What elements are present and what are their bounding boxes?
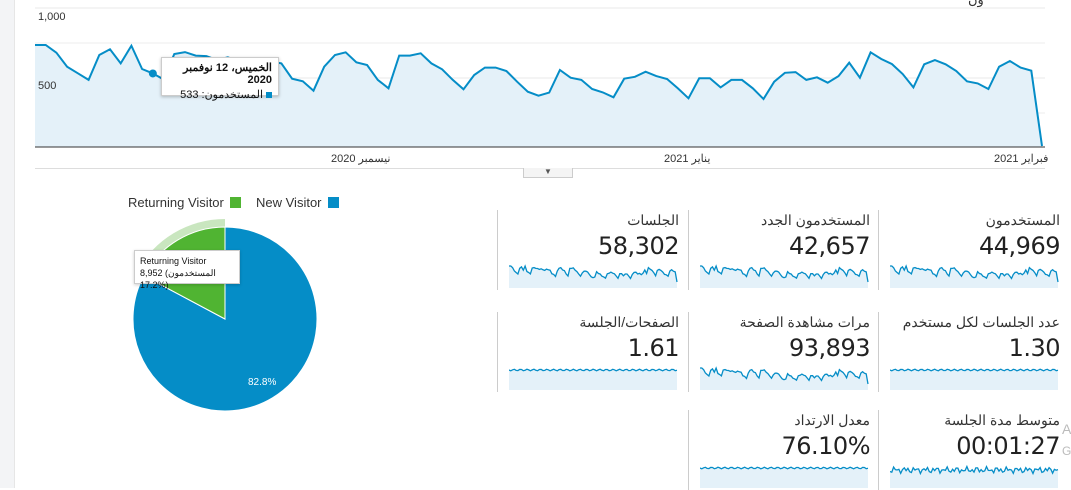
metric-value: 58,302 <box>598 232 679 260</box>
pie-tooltip: Returning Visitor 8,952 (المستخدمون 17.2… <box>134 250 240 290</box>
metric-value: 00:01:27 <box>956 432 1060 460</box>
x-tick-label: نيسمبر 2020 <box>331 153 391 165</box>
metric-title: معدل الارتداد <box>794 412 870 428</box>
left-sidebar-strip <box>0 0 15 488</box>
edge-letter: G <box>1062 444 1071 458</box>
metric-title: المستخدمون <box>985 212 1060 228</box>
metric-card-bounce-rate[interactable]: معدل الارتداد 76.10% <box>688 410 870 490</box>
metric-value: 93,893 <box>789 334 870 362</box>
metric-title: متوسط مدة الجلسة <box>944 412 1060 428</box>
y-tick-label: 500 <box>38 80 57 92</box>
tooltip-label: المستخدمون: <box>201 89 263 101</box>
y-tick-label: 1,000 <box>38 11 66 23</box>
metric-card-sessions[interactable]: الجلسات 58,302 <box>497 210 679 290</box>
x-tick-label: فبراير 2021 <box>994 153 1049 165</box>
series-line <box>35 43 1043 147</box>
tooltip-value: 533 <box>180 89 199 101</box>
cutoff-label: ون <box>968 0 984 8</box>
series-color-swatch <box>266 92 272 98</box>
metric-title: مرات مشاهدة الصفحة <box>739 314 870 330</box>
collapse-chart-button[interactable]: ▼ <box>523 168 573 178</box>
chevron-down-icon: ▼ <box>544 167 552 176</box>
sparkline <box>890 264 1059 288</box>
edge-letter: A <box>1062 421 1071 437</box>
metric-card-new-users[interactable]: المستخدمون الجدد 42,657 <box>688 210 870 290</box>
sparkline <box>700 264 869 288</box>
metric-title: المستخدمون الجدد <box>760 212 870 228</box>
metric-card-pages-per-session[interactable]: الصفحات/الجلسة 1.61 <box>497 312 680 392</box>
chart-tooltip: الخميس، 12 نوفمبر 2020 المستخدمون: 533 <box>161 57 279 101</box>
metric-title: عدد الجلسات لكل مستخدم <box>902 314 1060 330</box>
sparkline <box>509 264 678 288</box>
data-point[interactable] <box>148 69 157 78</box>
legend-swatch <box>327 197 339 208</box>
metric-value: 42,657 <box>789 232 870 260</box>
metric-value: 1.61 <box>627 334 680 362</box>
metric-title: الجلسات <box>627 212 679 228</box>
visitor-pie-chart[interactable]: 82.8% <box>120 210 340 420</box>
metric-card-avg-session-duration[interactable]: متوسط مدة الجلسة 00:01:27 <box>878 410 1060 490</box>
legend-label: New Visitor <box>256 195 322 210</box>
sparkline <box>890 368 1059 390</box>
slice-label: 82.8% <box>248 377 276 388</box>
metric-card-users[interactable]: المستخدمون 44,969 <box>878 210 1060 290</box>
sparkline <box>700 466 869 488</box>
metric-value: 44,969 <box>979 232 1060 260</box>
metric-title: الصفحات/الجلسة <box>579 314 679 330</box>
pie-tooltip-value: 8,952 (المستخدمون 17.2%) <box>140 268 216 290</box>
legend-label: Returning Visitor <box>128 195 224 210</box>
sparkline <box>509 368 678 390</box>
metric-card-sessions-per-user[interactable]: عدد الجلسات لكل مستخدم 1.30 <box>878 312 1061 392</box>
legend-item-returning[interactable]: Returning Visitor <box>128 195 241 210</box>
sparkline <box>890 464 1059 488</box>
pie-tooltip-title: Returning Visitor <box>140 256 207 266</box>
sparkline <box>700 366 869 390</box>
legend-item-new[interactable]: New Visitor <box>256 195 339 210</box>
metric-value: 1.30 <box>1008 334 1061 362</box>
x-tick-label: يناير 2021 <box>664 153 711 165</box>
tooltip-date: الخميس، 12 نوفمبر 2020 <box>183 62 272 86</box>
legend-swatch <box>229 197 241 208</box>
metric-value: 76.10% <box>781 432 870 460</box>
metric-card-pageviews[interactable]: مرات مشاهدة الصفحة 93,893 <box>688 312 870 392</box>
